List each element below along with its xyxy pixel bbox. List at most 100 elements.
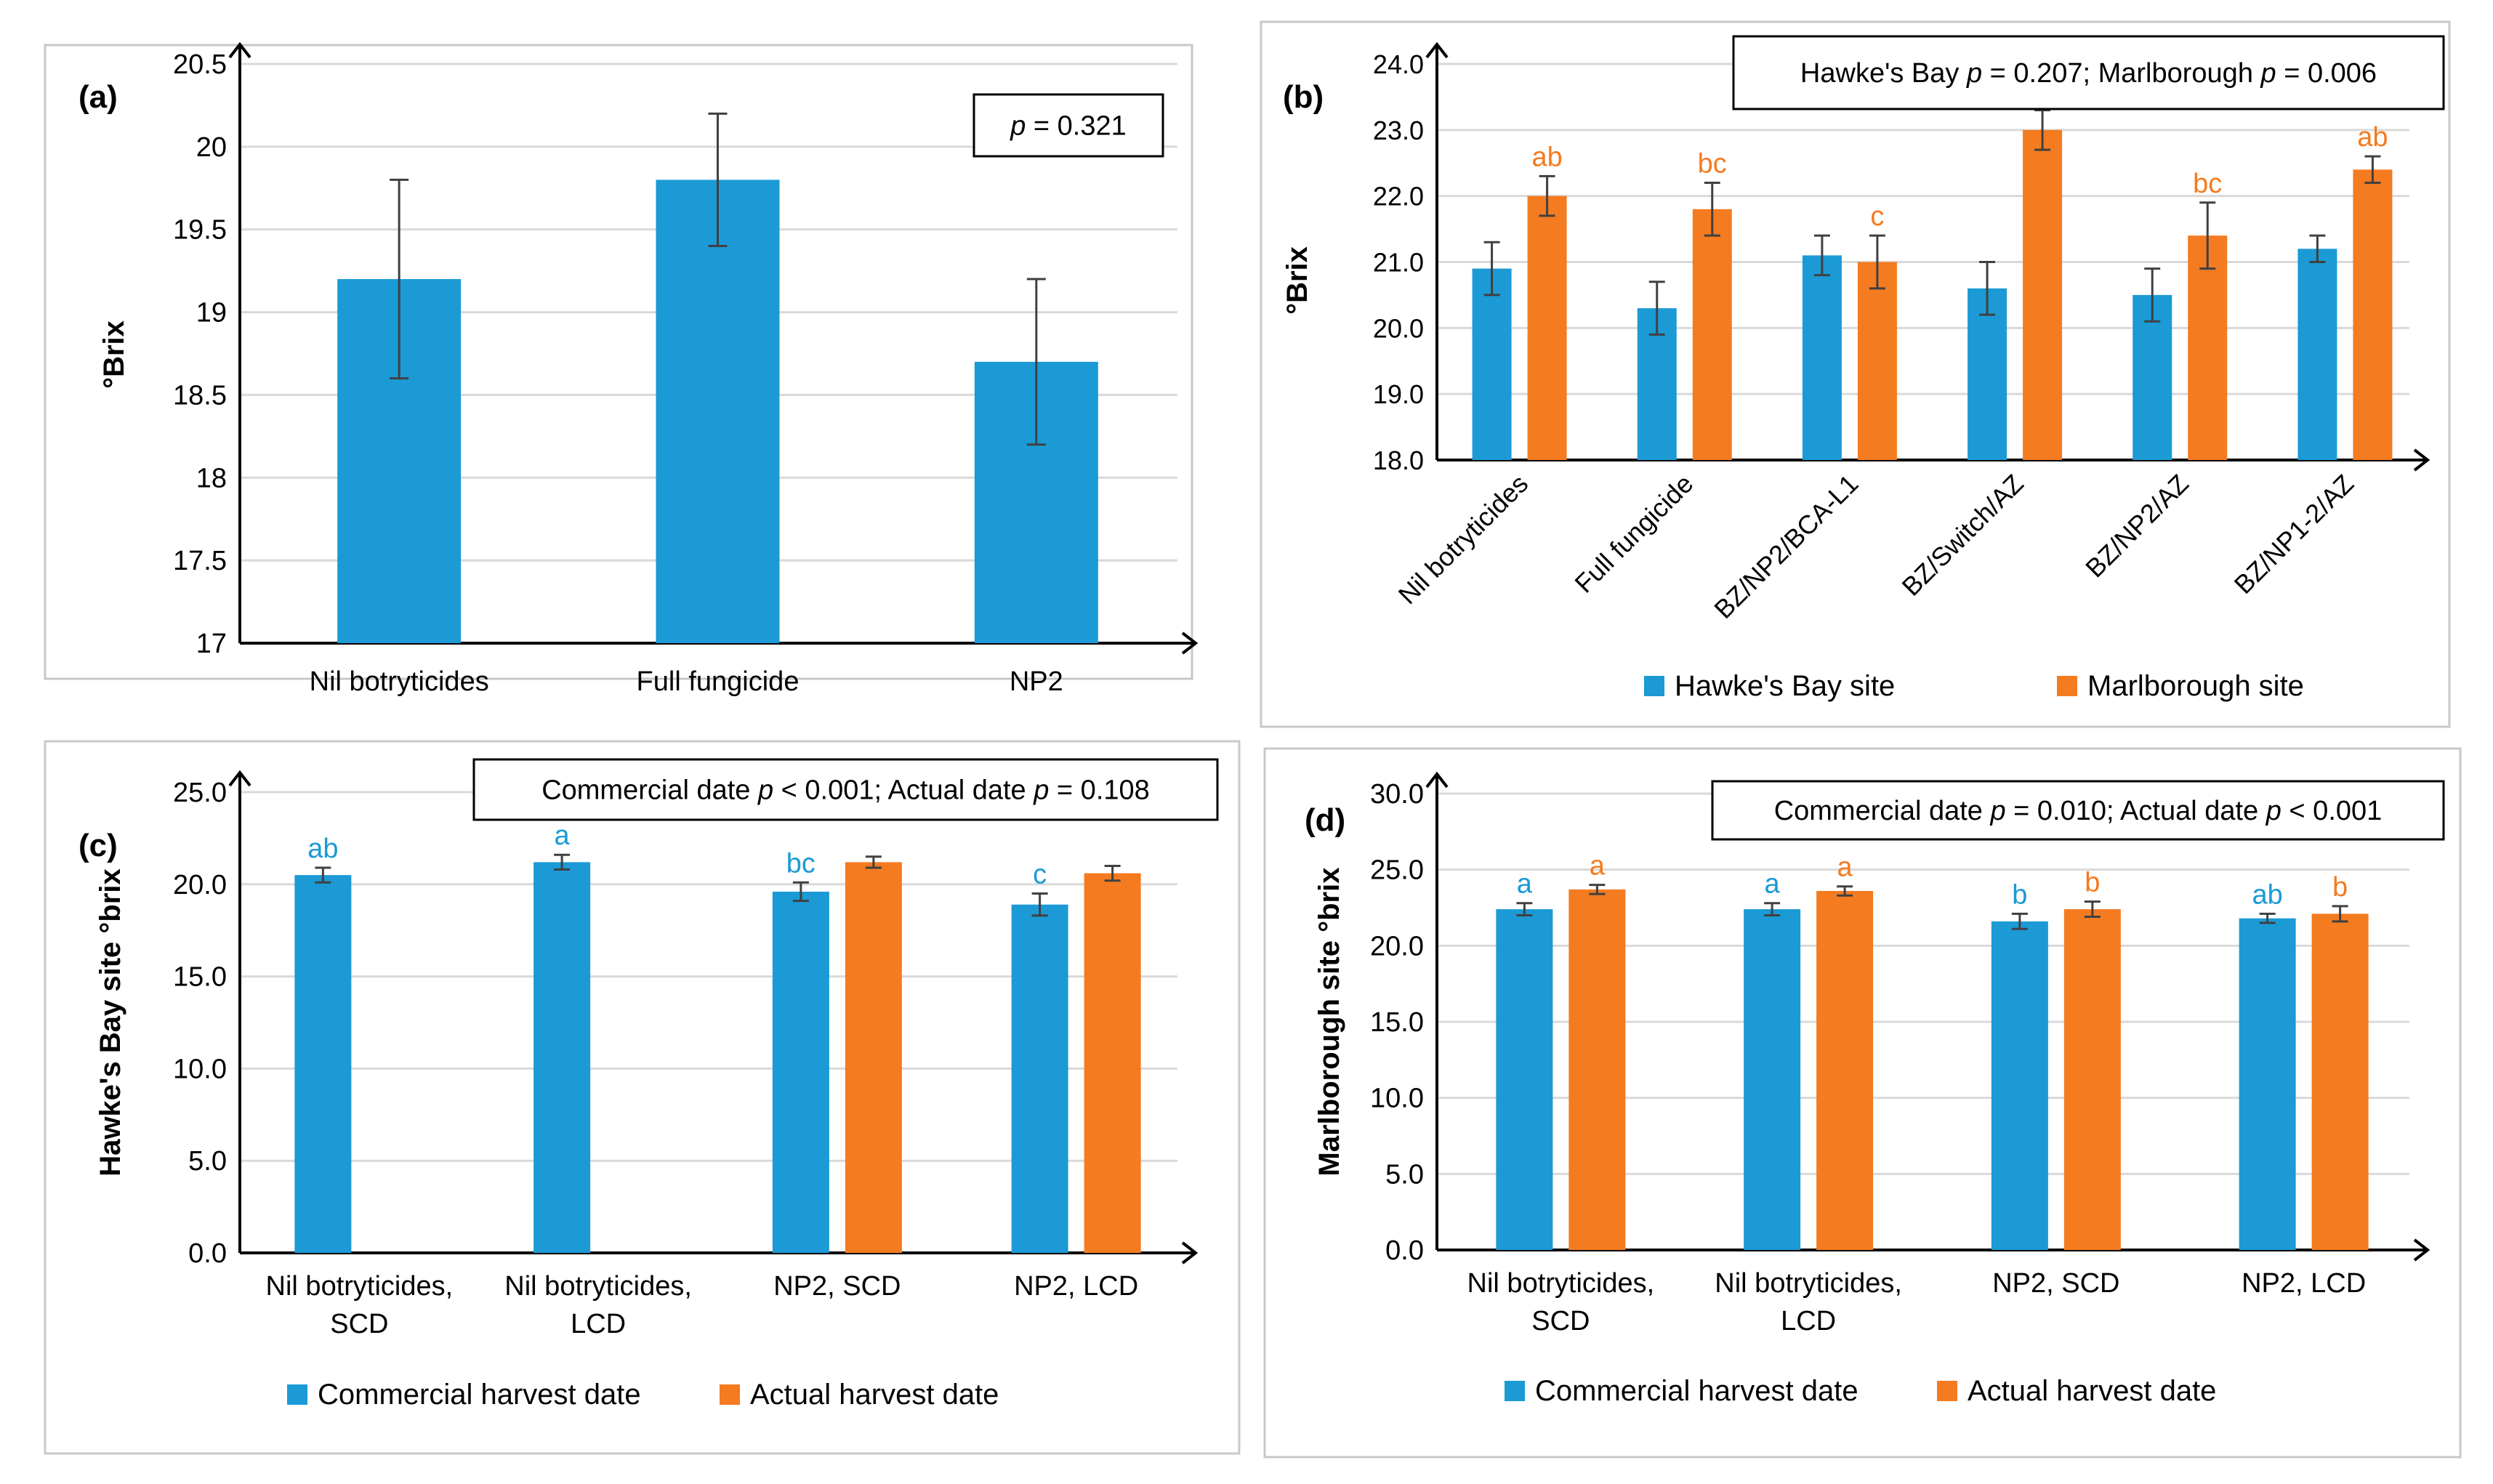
panel-c-bar (533, 862, 591, 1253)
panel-d-bar (1816, 890, 1874, 1250)
panel-b-bar (2297, 249, 2337, 460)
panel-d-legend-swatch (1937, 1381, 1957, 1401)
panel-c-bar (772, 891, 829, 1253)
panel-c-significance-letter: c (1033, 859, 1047, 890)
panel-a-ytick-label: 19.5 (173, 215, 227, 246)
panel-b-ytick-label: 21.0 (1373, 248, 1424, 278)
panel-c-legend-swatch (720, 1384, 740, 1405)
panel-c-category-label: LCD (571, 1309, 626, 1339)
panel-a-ytick-label: 17 (196, 629, 227, 659)
panel-b-ytick-label: 22.0 (1373, 182, 1424, 211)
panel-b-significance-letter: bc (1698, 149, 1727, 180)
panel-d-category-label: NP2, LCD (2242, 1268, 2366, 1299)
panel-b-significance-letter: ab (2357, 122, 2388, 153)
panel-d-ytick-label: 20.0 (1370, 931, 1424, 961)
panel-c-label: (c) (78, 828, 118, 863)
panel-c-category-label: NP2, LCD (1014, 1271, 1138, 1302)
panel-b-ytick-label: 23.0 (1373, 116, 1424, 145)
panel-a-y-axis-arrow (228, 41, 251, 59)
panel-b-bar (1857, 262, 1897, 460)
panel-b-ytick-label: 20.0 (1373, 313, 1424, 343)
panel-d-significance-letter: ab (2252, 879, 2282, 910)
panel-b-bar (1968, 288, 2007, 460)
panel-b-category-label: BZ/NP1-2/AZ (2228, 469, 2359, 600)
panel-d-bar (2063, 909, 2121, 1250)
panel-b-category-label: Nil botryticides (1393, 469, 1534, 610)
panel-b-frame (1260, 20, 2451, 728)
panel-d-bar (1991, 921, 2048, 1250)
panel-c-category-label: Nil botryticides, (504, 1271, 692, 1302)
panel-d-ytick-label: 5.0 (1385, 1159, 1424, 1190)
panel-b-category-label: BZ/NP2/AZ (2079, 469, 2194, 584)
panel-d-ytick-label: 30.0 (1370, 779, 1424, 810)
panel-b-chart: 18.0 19.0 20.0 21.0 22.0 23.0 24.0 ab Nil botryt… (1260, 20, 2451, 728)
panel-b-y-axis-arrow (1425, 41, 1449, 59)
panel-a-ytick-label: 18.5 (173, 380, 227, 411)
panel-a-chart: 17 17.5 18 18.5 19 19.5 20 20.5 Nil botryticides… (44, 41, 1199, 697)
panel-b-bar (1802, 255, 1842, 460)
panel-a-y-axis-title: °Brix (98, 320, 130, 389)
panel-a-stats-box (972, 93, 1164, 158)
panel-d-ytick-label: 25.0 (1370, 855, 1424, 886)
panel-b-ytick-label: 19.0 (1373, 379, 1424, 409)
panel-b-label: (b) (1283, 79, 1324, 115)
panel-c-category-label: Nil botryticides, (266, 1271, 454, 1302)
panel-a-category-label: Full fungicide (637, 666, 800, 697)
panel-c-bar (1011, 904, 1068, 1253)
panel-b-y-axis-title: °Brix (1281, 246, 1313, 315)
panel-a-category-label: NP2 (1010, 666, 1063, 697)
panel-c-significance-letter: a (555, 820, 571, 851)
panel-c-ytick-label: 10.0 (173, 1054, 227, 1084)
panel-d-y-axis-arrow (1425, 771, 1449, 789)
panel-d-bar (1568, 889, 1626, 1250)
panel-c-category-label: SCD (330, 1309, 388, 1339)
panel-b-category-label: BZ/Switch/AZ (1896, 469, 2029, 602)
panel-a-bar (656, 180, 780, 643)
panel-d-bar (1496, 909, 1553, 1250)
panel-b-bar (2023, 129, 2063, 461)
panel-d-y-axis-title: Marlborough site °brix (1313, 868, 1345, 1177)
panel-c-significance-letter: ab (307, 834, 338, 864)
panel-d-category-label: LCD (1781, 1306, 1836, 1336)
panel-d-bar (2311, 914, 2369, 1250)
panel-b-bar (2188, 235, 2228, 460)
panel-d-category-label: Nil botryticides, (1715, 1268, 1902, 1299)
panel-c-ytick-label: 25.0 (173, 778, 227, 808)
panel-c-category-label: NP2, SCD (773, 1271, 901, 1302)
panel-c-bar (294, 875, 352, 1253)
panel-d-chart: 0.0 5.0 10.0 15.0 20.0 25.0 30.0 a a Nil botrytic… (1263, 747, 2462, 1459)
panel-a-stats-text: p = 0.321 (1010, 111, 1127, 142)
panel-c-ytick-label: 5.0 (188, 1146, 227, 1177)
panel-d-significance-letter: a (1590, 851, 1606, 882)
panel-d-significance-letter: a (1517, 869, 1533, 900)
panel-c-ytick-label: 20.0 (173, 870, 227, 900)
panel-d-label: (d) (1305, 802, 1345, 838)
panel-a-ytick-label: 20 (196, 132, 227, 163)
panel-d-significance-letter: b (2012, 879, 2027, 910)
panel-c-frame (44, 740, 1241, 1455)
panel-d-significance-letter: a (1837, 852, 1853, 883)
panel-d-ytick-label: 10.0 (1370, 1084, 1424, 1114)
panel-b-ytick-label: 24.0 (1373, 49, 1424, 79)
panel-b-legend-label: Marlborough site (2087, 670, 2304, 702)
panel-b-bar (2353, 169, 2393, 461)
panel-d-ytick-label: 15.0 (1370, 1007, 1424, 1038)
panel-c-y-axis-arrow (228, 770, 251, 787)
panel-b-significance-letter: c (1870, 201, 1884, 232)
panel-d-category-label: NP2, SCD (1992, 1268, 2119, 1299)
panel-a-ytick-label: 19 (196, 298, 227, 328)
panel-d-ytick-label: 0.0 (1385, 1235, 1424, 1266)
panel-d-significance-letter: b (2332, 872, 2348, 903)
panel-d-significance-letter: a (1765, 869, 1781, 900)
panel-c-chart: 0.0 5.0 10.0 15.0 20.0 25.0 ab Nil botryticides… (44, 740, 1241, 1455)
panel-c-bar (845, 862, 902, 1253)
panel-a-label: (a) (78, 79, 118, 115)
panel-d-significance-letter: b (2085, 868, 2100, 898)
panel-b-category-label: BZ/NP2/BCA-L1 (1708, 469, 1864, 624)
panel-d-bar (1744, 909, 1801, 1250)
panel-b-stats-text: Hawke's Bay p = 0.207; Marlborough p = 0… (1800, 58, 2377, 89)
panel-a-ytick-label: 18 (196, 463, 227, 493)
panel-b-category-label: Full fungicide (1568, 469, 1699, 599)
panel-d-category-label: SCD (1531, 1306, 1590, 1336)
